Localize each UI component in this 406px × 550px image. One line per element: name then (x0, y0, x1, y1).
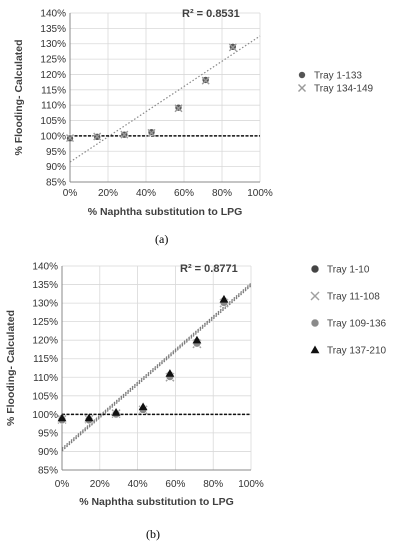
x-tick-label: 20% (98, 188, 118, 199)
legend-marker (310, 318, 320, 328)
trendline (61, 285, 252, 452)
y-tick-label: 130% (40, 39, 66, 50)
legend-label: Tray 109-136 (327, 319, 387, 330)
y-tick-label: 135% (40, 24, 66, 35)
data-point (219, 294, 229, 303)
y-tick-label: 95% (38, 428, 58, 439)
chart-panel-b: 85% 90% 95% 100% 105% 110% 115% 120% 125% 130% 135… (5, 262, 387, 542)
data-point (111, 408, 121, 416)
y-tick-label: 125% (40, 55, 66, 66)
x-tick-label: 80% (203, 479, 223, 490)
y-tick-label: 135% (32, 280, 58, 291)
legend-label: Tray 1-10 (327, 265, 370, 276)
data-point (84, 413, 94, 422)
x-tick-label: 100% (238, 479, 264, 490)
data-point-stroke (228, 43, 237, 52)
data-point (165, 369, 175, 377)
legend-label: Tray 11-108 (327, 292, 380, 303)
legend-marker (310, 345, 320, 354)
legend-marker (298, 71, 306, 79)
data-point-stroke (120, 130, 129, 139)
y-tick-label: 120% (40, 70, 66, 81)
y-tick-label: 140% (32, 262, 58, 273)
data-point (93, 132, 102, 141)
x-tick-label: 20% (90, 479, 110, 490)
data-point-stroke (66, 134, 74, 143)
panel-caption: (b) (146, 527, 160, 541)
legend-marker (310, 291, 320, 301)
data-point (57, 413, 67, 422)
y-tick-label: 140% (40, 9, 66, 20)
data-point-stroke (174, 104, 183, 113)
data-point-stroke (201, 76, 210, 85)
legend-label: Tray 1-133 (314, 71, 362, 82)
data-point (192, 335, 202, 344)
y-axis-title: % Flooding- Calculated (5, 310, 17, 426)
data-point (138, 402, 148, 411)
y-tick-label: 125% (32, 317, 58, 328)
y-tick-label: 120% (32, 336, 58, 347)
data-point (201, 76, 210, 85)
x-axis-title: % Naphtha substitution to LPG (79, 496, 234, 508)
x-tick-label: 40% (128, 479, 148, 490)
y-axis-title: % Flooding- Calculated (13, 39, 25, 155)
data-point (228, 43, 237, 52)
y-tick-label: 95% (46, 147, 66, 158)
y-tick-label: 110% (41, 101, 66, 112)
y-tick-label: 130% (32, 299, 58, 310)
data-point (174, 104, 183, 113)
data-point-stroke (93, 132, 102, 141)
y-tick-label: 110% (33, 373, 58, 384)
x-axis-title: % Naphtha substitution to LPG (88, 206, 243, 218)
x-tick-label: 100% (247, 188, 273, 199)
y-tick-label: 85% (38, 466, 58, 477)
y-tick-label: 105% (40, 116, 66, 127)
x-tick-label: 40% (136, 188, 156, 199)
legend-label: Tray 137-210 (327, 346, 387, 357)
y-tick-label: 90% (38, 447, 58, 458)
legend-marker-stroke (310, 291, 320, 301)
y-tick-label: 90% (46, 162, 66, 173)
y-tick-label: 100% (32, 410, 58, 421)
legend-marker (310, 264, 320, 274)
trendline (61, 284, 252, 451)
chart-panel-a: 85% 90% 95% 100% 105% 110% 115% 120% 125% 130% 135… (13, 8, 374, 246)
legend-label: Tray 134-149 (314, 84, 374, 95)
trendline (69, 35, 261, 163)
data-point (120, 130, 129, 139)
y-tick-label: 115% (41, 85, 66, 96)
x-tick-label: 60% (165, 479, 185, 490)
x-tick-label: 80% (212, 188, 232, 199)
data-point-stroke (147, 128, 156, 137)
panel-caption: (a) (155, 232, 168, 246)
x-tick-label: 0% (63, 188, 78, 199)
x-tick-label: 60% (174, 188, 194, 199)
r-squared-label: R² = 0.8771 (180, 263, 238, 275)
y-tick-label: 85% (46, 178, 66, 189)
y-tick-label: 100% (40, 131, 66, 142)
y-tick-label: 115% (33, 354, 58, 365)
x-tick-label: 0% (55, 479, 70, 490)
y-tick-label: 105% (32, 391, 58, 402)
legend-marker (298, 84, 306, 92)
r-squared-label: R² = 0.8531 (182, 8, 240, 20)
data-point (147, 128, 156, 137)
legend-marker-stroke (298, 84, 306, 92)
data-point (66, 134, 74, 143)
